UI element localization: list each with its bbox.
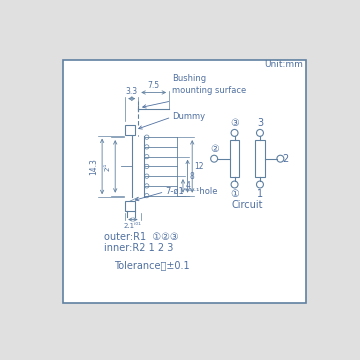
Text: 7-ø1⁺⁰⁻¹hole: 7-ø1⁺⁰⁻¹hole bbox=[165, 186, 218, 195]
Bar bbox=[63, 60, 306, 303]
Text: Dummy: Dummy bbox=[172, 112, 205, 121]
Circle shape bbox=[231, 181, 238, 188]
Text: Bushing
mounting surface: Bushing mounting surface bbox=[172, 74, 247, 95]
Text: 8: 8 bbox=[190, 172, 195, 181]
Bar bbox=[230, 140, 239, 177]
Text: 4: 4 bbox=[185, 181, 190, 190]
Circle shape bbox=[145, 145, 149, 149]
Text: 14.3: 14.3 bbox=[89, 158, 98, 175]
Text: 7.5: 7.5 bbox=[148, 81, 160, 90]
Text: 2ⁱ¹: 2ⁱ¹ bbox=[105, 162, 111, 171]
Circle shape bbox=[256, 130, 264, 136]
Text: 2.1ⁱ⁰¹: 2.1ⁱ⁰¹ bbox=[123, 222, 141, 229]
Text: ①: ① bbox=[230, 189, 239, 199]
Circle shape bbox=[211, 155, 217, 162]
Text: ③: ③ bbox=[230, 118, 239, 128]
Text: Unit:mm: Unit:mm bbox=[264, 60, 303, 69]
Text: 1: 1 bbox=[257, 189, 263, 199]
Text: 3: 3 bbox=[257, 118, 263, 128]
Circle shape bbox=[145, 164, 149, 168]
Bar bbox=[125, 201, 135, 211]
Circle shape bbox=[145, 154, 149, 159]
Bar bbox=[125, 125, 135, 135]
Circle shape bbox=[145, 194, 149, 198]
Text: inner:R2 1 2 3: inner:R2 1 2 3 bbox=[104, 243, 173, 253]
Text: 2: 2 bbox=[283, 154, 289, 164]
Circle shape bbox=[231, 130, 238, 136]
Text: outer:R1  ①②③: outer:R1 ①②③ bbox=[104, 232, 178, 242]
Bar bbox=[255, 140, 265, 177]
Circle shape bbox=[277, 155, 284, 162]
Text: 3.3: 3.3 bbox=[126, 87, 138, 96]
Text: ②: ② bbox=[210, 144, 219, 154]
Circle shape bbox=[145, 184, 149, 188]
Circle shape bbox=[256, 181, 264, 188]
Text: Tolerance：±0.1: Tolerance：±0.1 bbox=[114, 260, 189, 270]
Circle shape bbox=[145, 135, 149, 139]
Text: Circuit: Circuit bbox=[231, 200, 263, 210]
Text: 12: 12 bbox=[194, 162, 204, 171]
Circle shape bbox=[145, 174, 149, 178]
